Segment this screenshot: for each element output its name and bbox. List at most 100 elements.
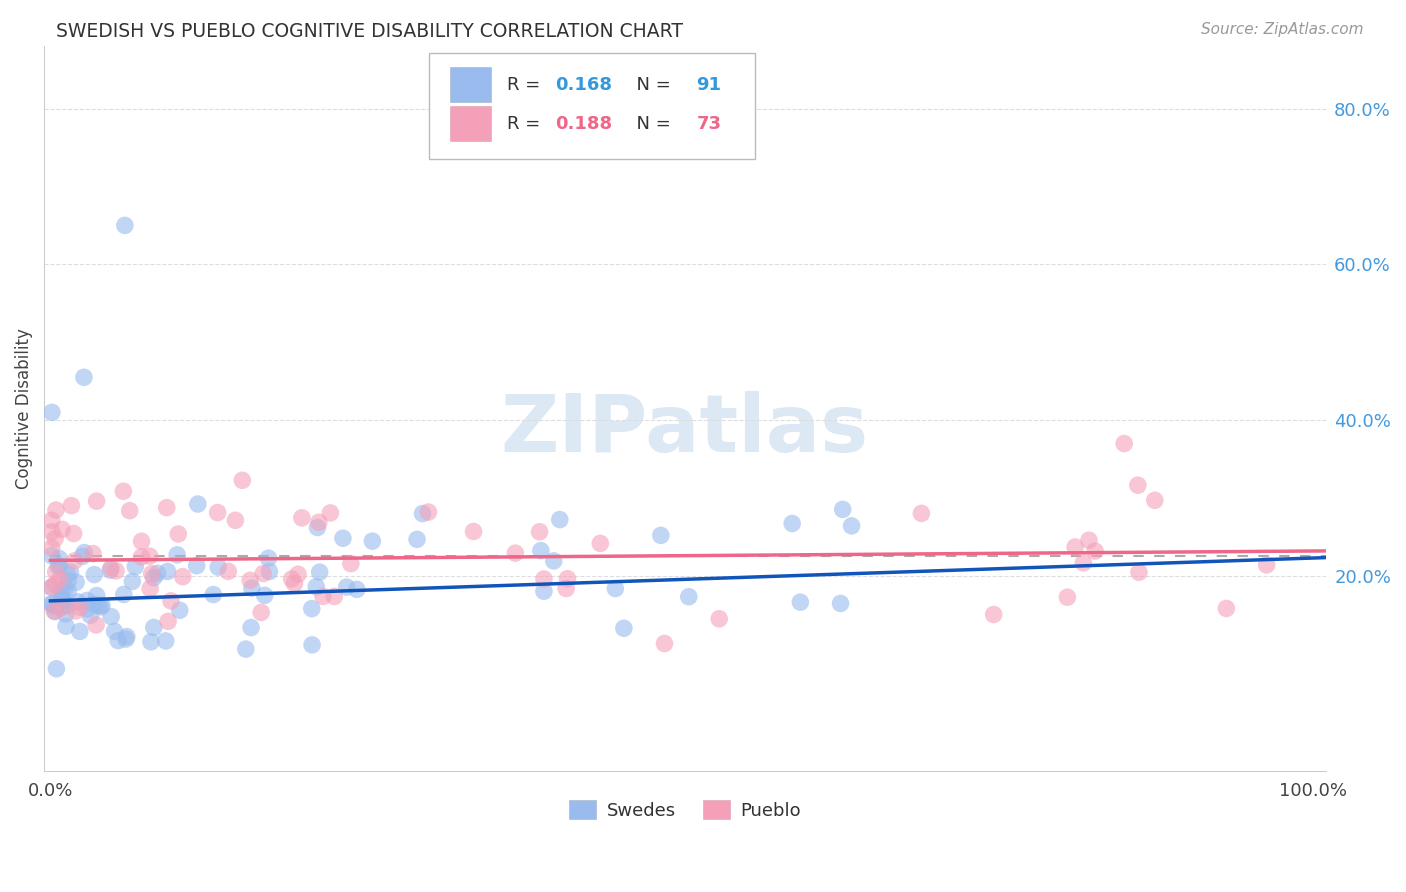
Point <box>530 543 553 558</box>
Point <box>257 551 280 566</box>
Point <box>187 497 209 511</box>
Point <box>166 548 188 562</box>
Point <box>98 563 121 577</box>
Point <box>76 593 98 607</box>
Point <box>45 503 67 517</box>
Point <box>650 528 672 542</box>
Text: R =: R = <box>506 76 546 94</box>
Point <box>52 593 75 607</box>
Point <box>44 599 66 613</box>
Point <box>654 636 676 650</box>
Point <box>45 565 67 579</box>
Text: N =: N = <box>624 76 676 94</box>
Point <box>118 504 141 518</box>
Point <box>841 519 863 533</box>
Point <box>86 494 108 508</box>
Point <box>259 565 281 579</box>
Point <box>1128 566 1150 580</box>
Point <box>84 618 107 632</box>
Point <box>142 571 165 585</box>
Point <box>533 572 555 586</box>
Point <box>789 595 811 609</box>
Point <box>346 582 368 597</box>
Point <box>87 599 110 613</box>
Point <box>252 566 274 581</box>
Point <box>301 601 323 615</box>
Point <box>41 513 63 527</box>
Point <box>1056 591 1078 605</box>
Point <box>543 554 565 568</box>
Point <box>82 547 104 561</box>
Point <box>59 566 82 580</box>
Point <box>155 634 177 648</box>
Point <box>336 580 359 594</box>
Point <box>830 596 852 610</box>
Point <box>142 620 165 634</box>
Point <box>41 524 63 539</box>
Point <box>86 589 108 603</box>
Text: R =: R = <box>506 115 546 133</box>
Point <box>100 609 122 624</box>
Point <box>45 662 67 676</box>
Point <box>69 624 91 639</box>
Text: Source: ZipAtlas.com: Source: ZipAtlas.com <box>1201 22 1364 37</box>
Point <box>44 577 66 591</box>
Point <box>239 574 262 588</box>
Point <box>141 566 163 581</box>
Point <box>55 599 77 613</box>
Point <box>548 513 571 527</box>
Point <box>41 541 63 555</box>
Point <box>48 551 70 566</box>
Point <box>73 370 96 384</box>
Point <box>412 507 434 521</box>
Point <box>780 516 803 531</box>
Point <box>1073 556 1095 570</box>
Text: N =: N = <box>624 115 676 133</box>
Point <box>406 533 429 547</box>
Point <box>1084 544 1107 558</box>
Point <box>283 576 305 591</box>
FancyBboxPatch shape <box>450 106 492 141</box>
Point <box>63 554 86 568</box>
Point <box>41 580 63 594</box>
Point <box>55 619 77 633</box>
Point <box>41 597 63 611</box>
Text: 0.168: 0.168 <box>555 76 613 94</box>
Point <box>112 587 135 601</box>
Y-axis label: Cognitive Disability: Cognitive Disability <box>15 328 32 489</box>
Point <box>160 594 183 608</box>
Point <box>709 612 731 626</box>
Point <box>1215 601 1237 615</box>
Point <box>72 549 94 564</box>
Point <box>217 565 239 579</box>
Point <box>156 500 179 515</box>
Point <box>83 598 105 612</box>
Point <box>55 607 77 621</box>
Point <box>44 605 66 619</box>
Point <box>41 597 63 611</box>
Text: 91: 91 <box>696 76 721 94</box>
Text: SWEDISH VS PUEBLO COGNITIVE DISABILITY CORRELATION CHART: SWEDISH VS PUEBLO COGNITIVE DISABILITY C… <box>56 22 683 41</box>
Point <box>235 642 257 657</box>
Point <box>131 534 153 549</box>
Point <box>307 520 329 534</box>
Point <box>312 590 335 604</box>
Point <box>605 582 627 596</box>
Point <box>53 582 76 596</box>
Point <box>58 584 80 599</box>
Point <box>83 567 105 582</box>
Point <box>73 545 96 559</box>
Point <box>69 600 91 615</box>
Point <box>240 621 263 635</box>
Point <box>291 511 314 525</box>
Point <box>44 532 66 546</box>
Point <box>910 507 932 521</box>
Point <box>167 527 190 541</box>
Point <box>418 505 440 519</box>
Point <box>124 559 146 574</box>
Point <box>139 582 162 596</box>
Point <box>207 506 229 520</box>
Point <box>112 484 135 499</box>
Point <box>301 638 323 652</box>
Point <box>100 561 122 575</box>
